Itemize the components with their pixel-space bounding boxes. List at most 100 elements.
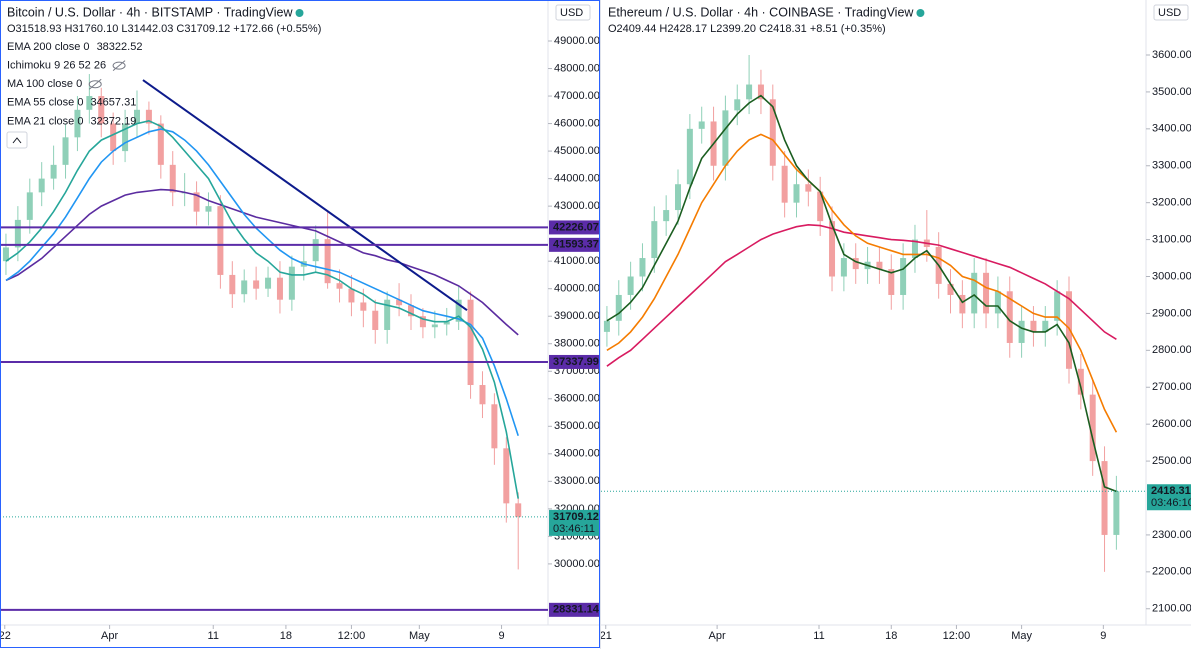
ohlc-header: O2409.44 H2428.17 L2399.20 C2418.31 +8.5…: [608, 23, 886, 35]
indicator-line: [5, 188, 519, 336]
candle-body: [408, 305, 414, 317]
current-price-label: 2418.31: [1151, 485, 1191, 497]
candle-body: [145, 109, 152, 124]
candle-body: [805, 184, 812, 192]
y-tick-label: 2500.00: [1152, 455, 1191, 467]
legend-value: 38322.52: [97, 41, 143, 53]
collapse-legend-button[interactable]: [6, 131, 28, 149]
hidden-indicator: MA 100 close 0: [7, 78, 82, 90]
candle-body: [734, 99, 741, 111]
candle-body: [324, 239, 331, 284]
legend-value: 32372.19: [90, 115, 136, 127]
candle-body: [372, 310, 379, 330]
currency-label[interactable]: USD: [1158, 7, 1181, 19]
candle-body: [663, 210, 670, 222]
y-tick-label: 40000.00: [554, 283, 600, 295]
x-tick-label: Apr: [101, 630, 118, 642]
y-tick-label: 2300.00: [1152, 529, 1191, 541]
candle-body: [639, 258, 646, 277]
level-label: 28331.14: [553, 604, 600, 616]
candle-body: [686, 128, 693, 185]
candle-body: [62, 137, 69, 165]
current-price-box: [549, 509, 600, 536]
x-tick-label: May: [1011, 630, 1032, 642]
y-tick-label: 43000.00: [554, 200, 600, 212]
candle-body: [312, 239, 319, 262]
candle-body: [1077, 368, 1084, 395]
x-tick-label: 9: [1100, 630, 1106, 642]
candle-body: [431, 324, 438, 328]
hidden-eye-icon: [112, 61, 126, 70]
y-tick-label: 2700.00: [1152, 381, 1191, 393]
candle-body: [829, 221, 836, 277]
collapse-arrow: [12, 137, 22, 144]
candle-body: [1054, 291, 1061, 321]
ohlc-header: O31518.93 H31760.10 L31442.03 C31709.12 …: [7, 23, 321, 35]
candle-body: [467, 299, 474, 386]
candle-body: [911, 239, 918, 259]
y-tick-label: 44000.00: [554, 173, 600, 185]
level-label-box: [549, 220, 600, 235]
candle-body: [193, 192, 200, 212]
candle-body: [1030, 320, 1037, 332]
candle-body: [1042, 320, 1049, 332]
candle-body: [515, 503, 522, 517]
candle-body: [781, 165, 788, 203]
y-tick-label: 46000.00: [554, 117, 600, 129]
indicator-line: [606, 133, 1118, 433]
countdown-label: 03:46:11: [553, 523, 595, 535]
level-label-box: [549, 354, 600, 369]
candle-body: [852, 258, 859, 270]
indicator-line: [606, 94, 1117, 493]
indicator-line: [606, 223, 1117, 367]
currency-button[interactable]: [1153, 4, 1189, 21]
candle-body: [651, 221, 658, 259]
candle-body: [86, 96, 93, 110]
y-tick-label: 3100.00: [1152, 233, 1191, 245]
y-tick-label: 2600.00: [1152, 418, 1191, 430]
candle-body: [947, 283, 954, 295]
candle-body: [157, 123, 164, 165]
candle-body: [900, 258, 907, 295]
x-tick-label: 12:00: [943, 630, 971, 642]
candle-body: [840, 258, 847, 277]
candle-body: [74, 109, 81, 138]
x-tick-label: May: [409, 630, 430, 642]
y-tick-label: 3400.00: [1152, 123, 1191, 135]
candle-body: [253, 280, 260, 289]
currency-label[interactable]: USD: [560, 7, 583, 19]
legend-name: EMA 21 close 0: [7, 115, 83, 127]
candle-body: [384, 299, 391, 330]
candle-body: [217, 206, 224, 275]
currency-button[interactable]: [555, 4, 591, 21]
y-tick-label: 2100.00: [1152, 603, 1191, 615]
candle-body: [746, 84, 753, 100]
y-tick-label: 30000.00: [554, 558, 600, 570]
y-tick-label: 2800.00: [1152, 344, 1191, 356]
y-tick-label: 49000.00: [554, 35, 600, 47]
candle-body: [757, 84, 764, 100]
candle-body: [288, 266, 295, 300]
candle-body: [817, 191, 824, 222]
y-tick-label: 38000.00: [554, 338, 600, 350]
candle-body: [443, 321, 450, 325]
candle-body: [603, 320, 610, 332]
candle-body: [205, 206, 212, 212]
x-tick-label: 22: [0, 630, 11, 642]
candle-body: [994, 291, 1001, 314]
x-tick-label: 12:00: [338, 630, 366, 642]
y-tick-label: 2900.00: [1152, 307, 1191, 319]
x-tick-label: 11: [208, 630, 219, 642]
y-tick-label: 3600.00: [1152, 49, 1191, 61]
candle-body: [419, 316, 426, 328]
y-tick-label: 47000.00: [554, 90, 600, 102]
y-tick-label: 2200.00: [1152, 566, 1191, 578]
candle-body: [455, 299, 462, 322]
candle-body: [241, 280, 248, 295]
y-tick-label: 3300.00: [1152, 160, 1191, 172]
y-tick-label: 34000.00: [554, 448, 600, 460]
current-price-label: 31709.12: [553, 511, 599, 523]
